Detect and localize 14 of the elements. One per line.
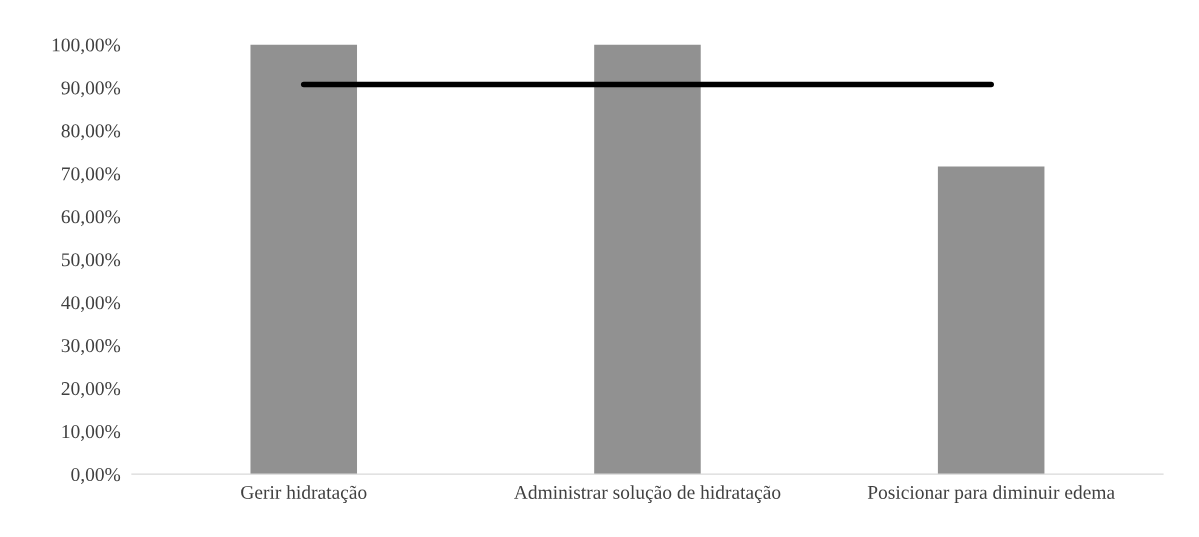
y-tick-label: 50,00% (61, 253, 121, 270)
y-tick-label: 90,00% (61, 81, 121, 98)
y-tick-label: 10,00% (62, 425, 121, 441)
x-tick-label: Administrar solução de hidratação (514, 485, 781, 503)
y-tick-label: 0,00% (71, 467, 121, 484)
y-tick-label: 20,00% (61, 382, 121, 398)
y-tick-label: 80,00% (61, 124, 121, 141)
y-tick-label: 100,00% (52, 38, 121, 55)
y-tick-label: 60,00% (61, 210, 121, 227)
y-tick-label: 70,00% (62, 167, 121, 184)
x-tick-label: Posicionar para diminuir edema (867, 485, 1115, 503)
x-tick-label: Gerir hidratação (241, 485, 367, 503)
y-tick-label: 30,00% (61, 339, 121, 356)
y-tick-label: 40,00% (61, 296, 121, 313)
